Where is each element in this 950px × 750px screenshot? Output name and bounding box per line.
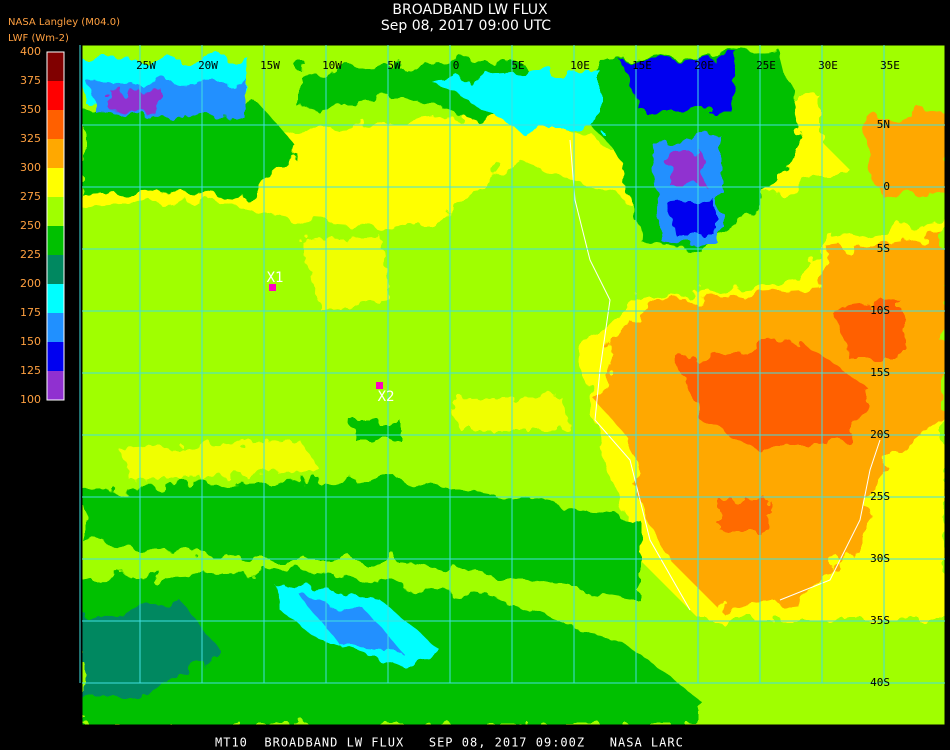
title: BROADBAND LW FLUX (392, 2, 548, 18)
latitude-label: 25S (870, 490, 890, 503)
units: LWF (Wm-2) (8, 33, 69, 44)
colorbar-swatch (47, 371, 64, 400)
colorbar-swatch (47, 168, 64, 197)
latitude-label: 30S (870, 552, 890, 565)
colorbar-swatch (47, 139, 64, 168)
longitude-label: 35E (880, 59, 900, 72)
longitude-label: 20W (198, 59, 218, 72)
colorbar-label: 150 (20, 335, 41, 348)
colorbar-frame (46, 51, 65, 401)
colorbar-label: 200 (20, 277, 41, 290)
colorbar-swatch (47, 342, 64, 371)
longitude-label: 10E (570, 59, 590, 72)
colorbar-label: 375 (20, 74, 41, 87)
latitude-label: 40S (870, 676, 890, 689)
longitude-label: 25W (136, 59, 156, 72)
colorbar-swatch (47, 110, 64, 139)
longitude-label: 5E (511, 59, 524, 72)
colorbar-label: 250 (20, 219, 41, 232)
longitude-label: 5W (387, 59, 401, 72)
latitude-label: 0 (883, 180, 890, 193)
longitude-label: 15E (632, 59, 652, 72)
colorbar-swatch (47, 52, 64, 81)
latitude-label: 35S (870, 614, 890, 627)
marker-point (269, 284, 276, 291)
longitude-label: 20E (694, 59, 714, 72)
colorbar-label: 300 (20, 161, 41, 174)
longitude-label: 0 (453, 59, 460, 72)
longitude-label: 25E (756, 59, 776, 72)
colorbar-label: 325 (20, 132, 41, 145)
satellite-image (82, 45, 945, 725)
colorbar-swatch (47, 255, 64, 284)
marker-point (376, 382, 383, 389)
colorbar-label: 275 (20, 190, 41, 203)
longitude-label: 30E (818, 59, 838, 72)
colorbar-label: 100 (20, 393, 41, 406)
colorbar-swatch (47, 197, 64, 226)
longitude-label: 10W (322, 59, 342, 72)
longitude-label: 15W (260, 59, 280, 72)
colorbar-swatch (47, 284, 64, 313)
colorbar-label: 125 (20, 364, 41, 377)
markers: X1 X2 (267, 270, 395, 405)
colorbar-label: 400 (20, 45, 41, 58)
marker-label: X2 (378, 389, 395, 405)
colorbar-label: 350 (20, 103, 41, 116)
latitude-label: 5N (877, 118, 890, 131)
marker-label: X1 (267, 270, 284, 286)
colorbar-swatch (47, 313, 64, 342)
graticule: 25W 20W 15W 10W 5W 0 5E 10E 15E 20E 25E 30E 35E 5N 0 5S… (79, 45, 945, 689)
latitude-label: 10S (870, 304, 890, 317)
latitude-label: 5S (877, 242, 890, 255)
colorbar: 400 375 350 325 300 275 250 225 200 175 150 125 100 (20, 45, 65, 406)
colorbar-label: 225 (20, 248, 41, 261)
latitude-label: 20S (870, 428, 890, 441)
footer: MT10 BROADBAND LW FLUX SEP 08, 2017 09:0… (215, 736, 684, 750)
subtitle: Sep 08, 2017 09:00 UTC (381, 18, 551, 34)
colorbar-label: 175 (20, 306, 41, 319)
colorbar-swatch (47, 81, 64, 110)
source: NASA Langley (M04.0) (8, 17, 120, 28)
colorbar-swatch (47, 226, 64, 255)
latitude-label: 15S (870, 366, 890, 379)
